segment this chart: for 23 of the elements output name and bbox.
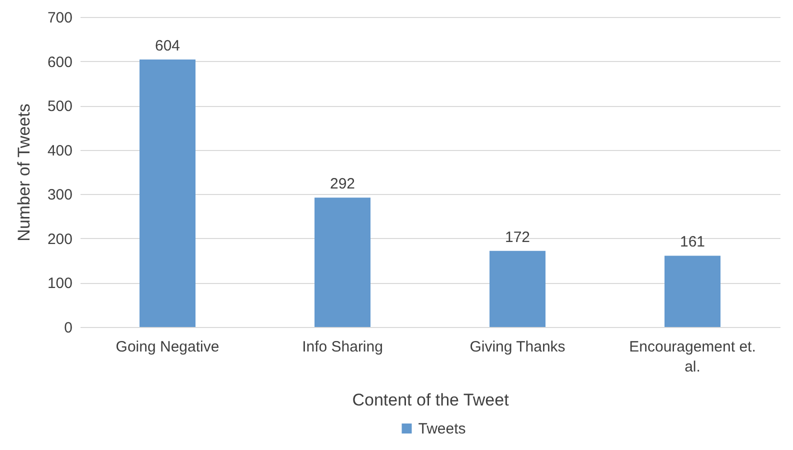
data-label: 604 (154, 38, 180, 55)
bar (140, 60, 196, 327)
y-tick-label: 500 (47, 98, 72, 116)
y-axis-title: Number of Tweets (14, 104, 34, 242)
bar (314, 198, 370, 327)
x-tick-label: Info Sharing (302, 338, 383, 356)
x-tick-label: Going Negative (116, 338, 220, 356)
y-tick-label: 600 (47, 54, 72, 71)
y-tick-label: 200 (47, 230, 72, 248)
y-tick-label: 700 (47, 10, 72, 26)
x-tick-label: Giving Thanks (470, 338, 566, 356)
x-tick-label: Encouragement et. al. (629, 338, 756, 376)
data-label: 161 (680, 234, 706, 251)
y-tick-label: 300 (47, 186, 72, 204)
y-tick-label: 100 (47, 275, 72, 292)
data-label: 292 (330, 176, 356, 193)
legend-label: Tweets (418, 420, 466, 438)
y-tick-label: 0 (64, 320, 72, 336)
x-axis-title: Content of the Tweet (352, 390, 510, 410)
data-label: 172 (504, 228, 530, 246)
y-tick-label: 400 (47, 142, 72, 160)
bar (664, 256, 720, 327)
bar (490, 250, 546, 327)
